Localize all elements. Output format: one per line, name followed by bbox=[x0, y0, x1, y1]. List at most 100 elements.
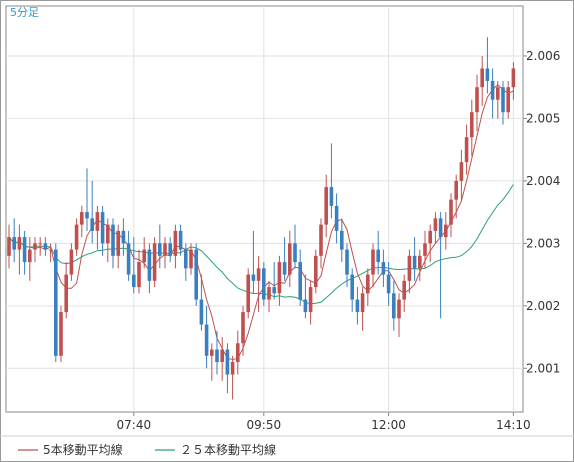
candle-body bbox=[69, 249, 74, 275]
x-tick-label: 09:50 bbox=[247, 418, 282, 432]
candle-body bbox=[85, 212, 89, 219]
x-tick-label: 07:40 bbox=[117, 418, 152, 432]
candle-body bbox=[355, 299, 360, 313]
plot-area bbox=[5, 5, 524, 413]
candle-body bbox=[22, 237, 27, 263]
candle-body bbox=[204, 324, 209, 356]
candle-body bbox=[106, 224, 110, 244]
candle-body bbox=[142, 249, 146, 263]
candle-body bbox=[7, 237, 11, 256]
y-tick-label: 2.004 bbox=[526, 174, 560, 188]
ma-line-25 bbox=[8, 184, 514, 305]
candle-body bbox=[194, 249, 198, 300]
candle-body bbox=[464, 137, 469, 163]
candle-body bbox=[267, 287, 271, 300]
y-tick-label: 2.003 bbox=[526, 236, 560, 250]
candle-body bbox=[350, 274, 354, 300]
candle-body bbox=[236, 343, 240, 363]
candle-body bbox=[319, 224, 323, 256]
candle-body bbox=[12, 237, 16, 250]
candle-body bbox=[501, 87, 505, 113]
x-axis: 07:40 09:50 12:00 14:10 bbox=[117, 412, 531, 432]
y-tick-label: 2.006 bbox=[526, 49, 560, 63]
candle-body bbox=[80, 212, 84, 225]
candle-body bbox=[386, 274, 391, 294]
candle-body bbox=[412, 255, 417, 269]
candle-body bbox=[168, 243, 172, 256]
candle-body bbox=[314, 255, 318, 288]
candle-body bbox=[132, 274, 136, 288]
candle-body bbox=[454, 180, 458, 200]
candle-body bbox=[152, 243, 157, 281]
candle-body bbox=[251, 274, 256, 281]
candles bbox=[7, 37, 516, 400]
candle-body bbox=[173, 230, 178, 256]
y-tick-label: 2.005 bbox=[526, 111, 560, 125]
candle-body bbox=[43, 243, 48, 250]
legend-label: 5本移動平均線 bbox=[43, 442, 123, 457]
candle-body bbox=[449, 199, 453, 225]
candle-body bbox=[33, 243, 37, 250]
candle-body bbox=[329, 187, 334, 206]
candle-body bbox=[38, 243, 42, 245]
candle-body bbox=[475, 87, 479, 113]
candle-body bbox=[433, 218, 438, 231]
candle-body bbox=[189, 249, 193, 269]
candle-body bbox=[230, 362, 235, 375]
candle-body bbox=[371, 249, 375, 275]
candle-body bbox=[444, 224, 448, 238]
candle-body bbox=[397, 299, 401, 319]
x-tick-label: 14:10 bbox=[496, 418, 531, 432]
candle-body bbox=[438, 218, 443, 238]
candle-body bbox=[256, 268, 261, 281]
candle-body bbox=[470, 112, 474, 138]
candle-body bbox=[111, 224, 115, 256]
candle-body bbox=[241, 312, 245, 344]
candle-body bbox=[121, 230, 126, 244]
candle-body bbox=[184, 249, 188, 269]
candle-body bbox=[59, 312, 63, 356]
candle-body bbox=[272, 287, 276, 294]
candle-body bbox=[215, 349, 219, 363]
candle-body bbox=[126, 243, 131, 275]
legend: 5本移動平均線 ２５本移動平均線 bbox=[18, 442, 276, 457]
candle-body bbox=[48, 249, 53, 251]
candle-body bbox=[95, 212, 100, 231]
candle-body bbox=[428, 230, 432, 244]
candle-body bbox=[220, 349, 224, 363]
candle-body bbox=[116, 230, 120, 256]
candle-body bbox=[480, 68, 484, 88]
candle-body bbox=[225, 349, 230, 375]
candle-body bbox=[28, 249, 32, 263]
candle-body bbox=[506, 87, 510, 113]
candle-body bbox=[418, 255, 422, 269]
y-tick-label: 2.001 bbox=[526, 361, 560, 375]
y-tick-label: 2.002 bbox=[526, 299, 560, 313]
candle-body bbox=[511, 68, 516, 88]
candle-body bbox=[423, 243, 427, 256]
candle-body bbox=[407, 255, 412, 281]
candle-body bbox=[345, 249, 349, 275]
candle-body bbox=[282, 262, 287, 275]
candle-body bbox=[147, 249, 152, 281]
candle-body bbox=[485, 68, 490, 81]
candle-body bbox=[298, 262, 302, 300]
candle-body bbox=[402, 280, 406, 300]
candle-body bbox=[324, 187, 328, 225]
candle-body bbox=[64, 274, 68, 313]
candle-body bbox=[90, 218, 94, 231]
candle-body bbox=[210, 349, 214, 356]
candle-body bbox=[381, 262, 386, 275]
candle-body bbox=[54, 249, 58, 356]
candle-body bbox=[334, 205, 339, 231]
candle-body bbox=[496, 87, 500, 100]
candle-body bbox=[392, 293, 396, 319]
period-label: 5分足 bbox=[10, 6, 39, 19]
candle-body bbox=[137, 262, 141, 288]
candle-body bbox=[262, 268, 266, 300]
candle-body bbox=[360, 293, 365, 313]
candle-body bbox=[340, 230, 344, 250]
x-tick-label: 12:00 bbox=[371, 418, 406, 432]
